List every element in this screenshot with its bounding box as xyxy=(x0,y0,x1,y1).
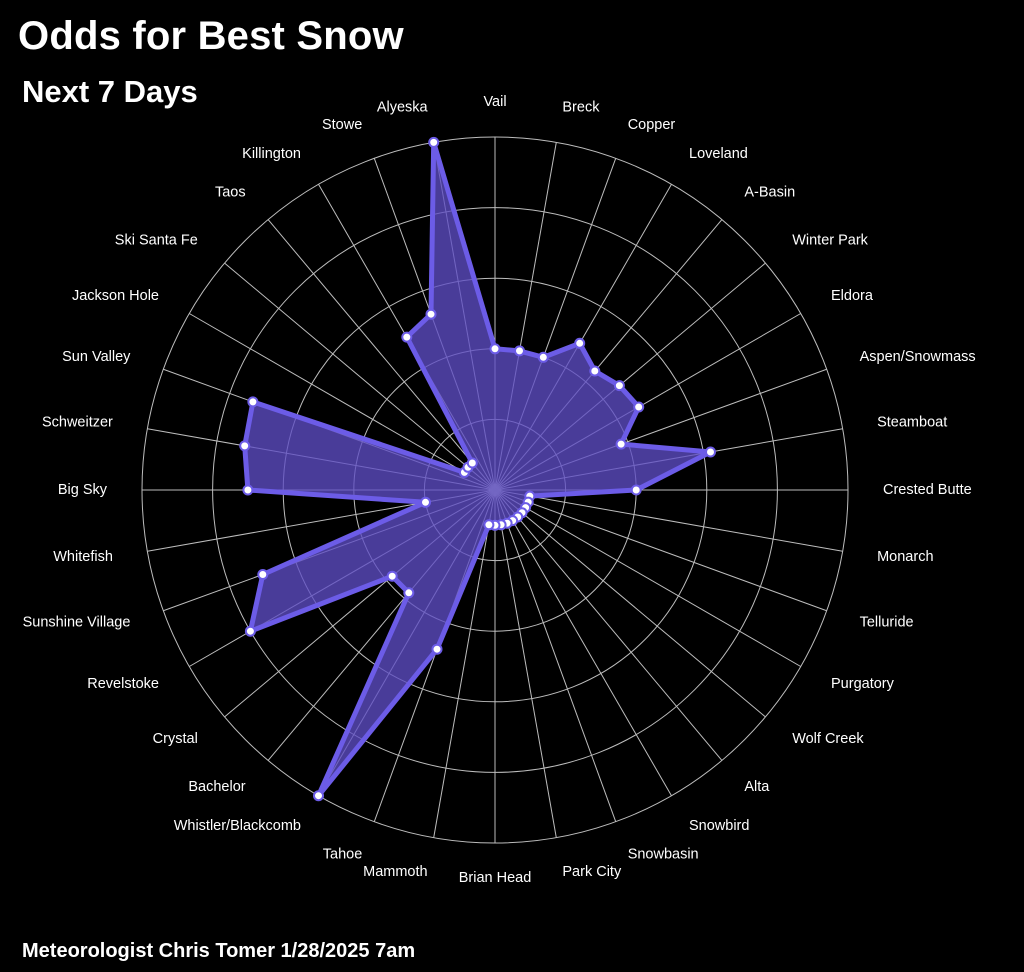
category-label: Brian Head xyxy=(459,870,532,886)
data-point-sun-valley xyxy=(247,396,259,408)
grid-spoke xyxy=(494,489,766,718)
data-point-revelstoke xyxy=(244,625,256,637)
grid-spoke xyxy=(494,489,843,552)
category-label: Steamboat xyxy=(877,414,947,430)
chart-title: Odds for Best Snow xyxy=(18,14,404,58)
grid-spoke xyxy=(494,489,557,838)
data-point-stowe xyxy=(425,308,437,320)
data-point-breck xyxy=(514,345,525,357)
data-point-big-sky xyxy=(242,484,254,496)
category-label: Tahoe xyxy=(323,846,363,862)
category-label: Whitefish xyxy=(53,549,113,565)
category-label: Telluride xyxy=(860,615,914,631)
category-label: Bachelor xyxy=(188,779,245,795)
data-point-crystal xyxy=(386,570,398,582)
data-point-a-basin xyxy=(589,365,601,377)
data-point-winter-park xyxy=(613,380,625,392)
category-label: Eldora xyxy=(831,288,874,304)
category-label: Crested Butte xyxy=(883,482,972,498)
data-point-whitefish xyxy=(420,496,431,508)
category-label: Ski Santa Fe xyxy=(115,232,198,248)
data-point-sunshine-village xyxy=(257,569,269,580)
category-label: Snowbasin xyxy=(628,846,699,862)
category-label: Wolf Creek xyxy=(792,731,864,747)
series-polygon xyxy=(242,139,713,799)
data-point-aspen-snowmass xyxy=(615,438,627,450)
data-point-steamboat xyxy=(705,446,716,458)
radar-series-area xyxy=(242,139,713,799)
category-label: Copper xyxy=(628,117,676,133)
data-point-alyeska xyxy=(428,136,440,148)
grid-spoke xyxy=(189,313,496,491)
grid-spoke xyxy=(494,489,617,822)
category-label: A-Basin xyxy=(744,185,795,201)
category-label: Schweitzer xyxy=(42,414,113,430)
grid-spoke xyxy=(433,489,496,838)
grid-spoke xyxy=(224,262,496,491)
category-labels: Vail Breck Copper Loveland A-Basin Winter Par… xyxy=(23,94,976,886)
category-label: Stowe xyxy=(322,117,362,133)
data-point-bachelor xyxy=(403,587,415,599)
grid-spoke xyxy=(267,219,496,491)
data-point-vail xyxy=(489,343,501,355)
grid-spoke xyxy=(494,489,723,761)
data-point-copper xyxy=(537,351,549,363)
grid-spoke xyxy=(494,489,827,612)
data-point-loveland xyxy=(574,337,586,349)
category-label: Vail xyxy=(483,94,506,110)
category-label: Killington xyxy=(242,146,301,162)
category-label: Monarch xyxy=(877,549,933,565)
category-label: Park City xyxy=(562,864,622,880)
category-label: Purgatory xyxy=(831,676,895,692)
category-label: Sunshine Village xyxy=(23,615,131,631)
category-label: Jackson Hole xyxy=(72,288,159,304)
category-label: Whistler/Blackcomb xyxy=(174,818,301,834)
radar-points xyxy=(239,136,716,802)
data-point-tahoe xyxy=(431,643,443,655)
grid-spoke xyxy=(494,489,801,667)
category-label: Alta xyxy=(744,779,770,795)
data-point-eldora xyxy=(633,401,645,413)
chart-subtitle: Next 7 Days xyxy=(22,74,198,109)
data-point-killington xyxy=(401,331,413,343)
data-point-schweitzer xyxy=(239,440,251,452)
category-label: Crystal xyxy=(153,731,198,747)
grid-spoke xyxy=(494,489,672,796)
category-label: Big Sky xyxy=(58,482,108,498)
category-label: Winter Park xyxy=(792,232,868,248)
data-point-mammoth xyxy=(483,519,495,531)
category-label: Alyeska xyxy=(377,100,429,116)
data-point-crested-butte xyxy=(630,484,642,496)
data-point-taos xyxy=(466,457,478,469)
category-label: Breck xyxy=(562,100,600,116)
category-label: Loveland xyxy=(689,146,748,162)
category-label: Sun Valley xyxy=(62,349,131,365)
category-label: Taos xyxy=(215,185,246,201)
category-label: Aspen/Snowmass xyxy=(860,349,976,365)
category-label: Snowbird xyxy=(689,818,749,834)
chart-footer: Meteorologist Chris Tomer 1/28/2025 7am xyxy=(22,940,416,962)
category-label: Revelstoke xyxy=(87,676,159,692)
data-point-whistler-blackcomb xyxy=(313,790,324,802)
category-label: Mammoth xyxy=(363,864,427,880)
